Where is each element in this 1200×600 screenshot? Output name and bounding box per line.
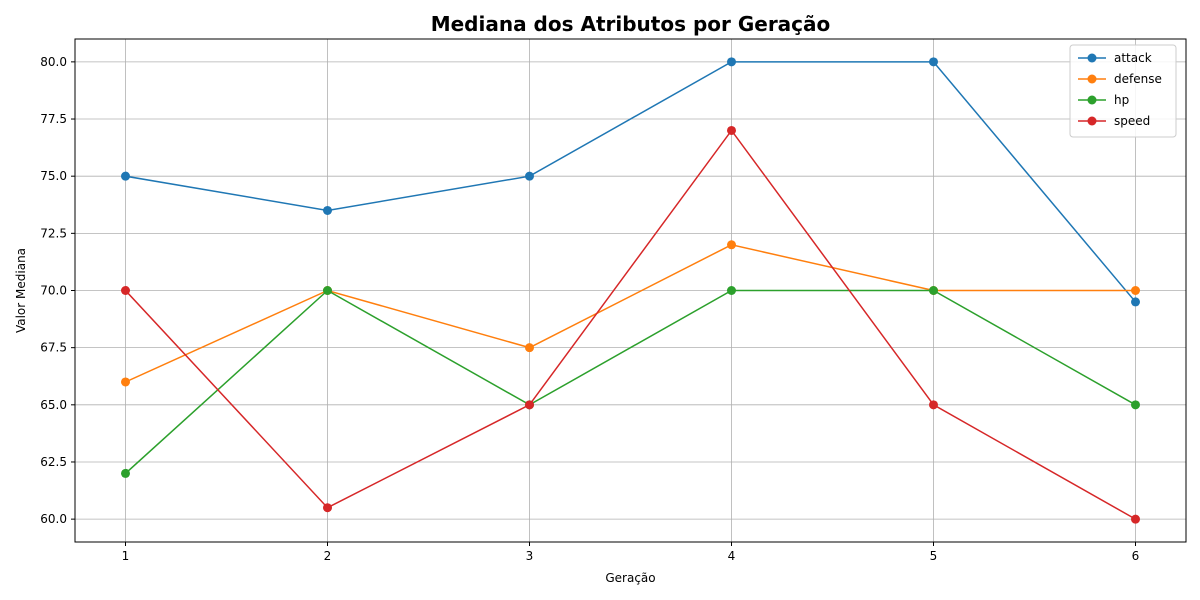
chart-title: Mediana dos Atributos por Geração xyxy=(431,12,831,36)
legend-item-speed: speed xyxy=(1078,114,1150,128)
y-tick-label: 60.0 xyxy=(40,512,67,526)
y-tick-label: 80.0 xyxy=(40,55,67,69)
x-axis-label: Geração xyxy=(605,571,655,585)
series-line xyxy=(124,129,1136,520)
y-tick-label: 62.5 xyxy=(40,455,67,469)
legend-item-defense: defense xyxy=(1078,72,1162,86)
legend-marker xyxy=(1087,95,1097,105)
data-point xyxy=(121,468,130,478)
data-point xyxy=(525,343,534,353)
y-tick-label: 72.5 xyxy=(40,226,67,240)
data-point xyxy=(727,240,736,250)
x-tick-label: 2 xyxy=(324,549,332,563)
y-axis-label: Valor Mediana xyxy=(14,248,28,333)
data-point xyxy=(121,377,130,387)
legend-marker xyxy=(1087,116,1097,126)
data-point xyxy=(525,171,534,181)
data-point xyxy=(1131,286,1140,295)
data-point xyxy=(929,400,938,410)
legend-marker xyxy=(1087,53,1097,63)
legend-box xyxy=(1069,44,1177,138)
data-point xyxy=(121,286,130,295)
y-tick-label: 65.0 xyxy=(40,398,67,412)
data-point xyxy=(1131,297,1140,307)
data-point xyxy=(1131,514,1140,524)
legend-item-hp: hp xyxy=(1078,93,1129,107)
series-attack xyxy=(121,57,1140,307)
x-tick-label: 6 xyxy=(1132,549,1140,563)
series-line xyxy=(124,289,1136,474)
y-tick-label: 70.0 xyxy=(40,284,67,298)
data-point xyxy=(323,503,332,513)
data-point xyxy=(929,57,938,67)
y-tick-label: 77.5 xyxy=(40,112,67,126)
y-tick-label: 67.5 xyxy=(40,341,67,355)
legend: attack defense hp speed xyxy=(1069,44,1177,138)
data-point xyxy=(525,400,534,410)
x-tick-label: 1 xyxy=(122,549,130,563)
data-point xyxy=(727,125,736,135)
legend-label: attack xyxy=(1114,51,1152,65)
legend-label: speed xyxy=(1114,114,1150,128)
x-tick-label: 5 xyxy=(930,549,938,563)
legend-label: defense xyxy=(1114,72,1162,86)
series-defense xyxy=(121,240,1140,387)
data-point xyxy=(121,171,130,181)
x-tick-label: 3 xyxy=(526,549,534,563)
data-point xyxy=(929,286,938,295)
series-layer xyxy=(121,57,1140,524)
data-point xyxy=(323,205,332,215)
legend-marker xyxy=(1087,74,1097,84)
x-tick-label: 4 xyxy=(728,549,736,563)
ticks-layer: 1 2 3 4 5 6 60.0 62.5 65.0 67.5 70.0 72.5 75.0 77.5 80… xyxy=(40,55,1139,563)
legend-item-attack: attack xyxy=(1078,51,1152,65)
y-tick-label: 75.0 xyxy=(40,169,67,183)
legend-label: hp xyxy=(1114,93,1129,107)
series-line xyxy=(125,61,1137,303)
data-point xyxy=(727,286,736,295)
data-point xyxy=(323,286,332,295)
series-speed xyxy=(121,125,1140,524)
series-line xyxy=(125,243,1136,383)
data-point xyxy=(1131,400,1140,410)
data-point xyxy=(727,57,736,67)
series-hp xyxy=(121,286,1140,478)
